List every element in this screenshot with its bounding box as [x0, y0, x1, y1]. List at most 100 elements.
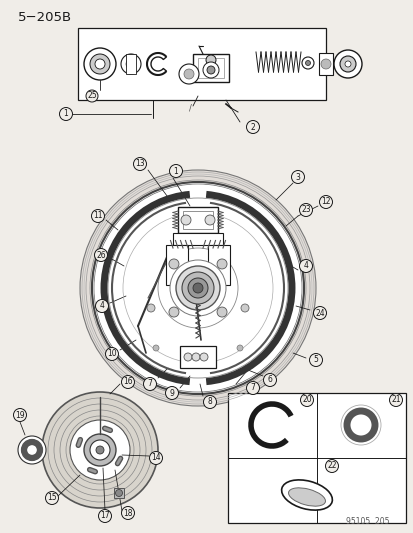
- Circle shape: [169, 165, 182, 177]
- Circle shape: [340, 405, 380, 445]
- Text: 14: 14: [151, 454, 160, 463]
- Circle shape: [180, 215, 190, 225]
- Circle shape: [183, 353, 192, 361]
- Circle shape: [94, 248, 107, 262]
- Circle shape: [301, 57, 313, 69]
- Circle shape: [18, 436, 46, 464]
- Circle shape: [84, 434, 116, 466]
- Circle shape: [178, 64, 199, 84]
- Text: 25: 25: [87, 92, 97, 101]
- Bar: [126, 54, 136, 74]
- Text: 3: 3: [295, 173, 300, 182]
- Bar: [180, 346, 216, 368]
- Circle shape: [149, 451, 162, 464]
- Circle shape: [206, 55, 216, 65]
- Circle shape: [344, 61, 350, 67]
- Circle shape: [216, 307, 226, 317]
- Circle shape: [236, 345, 242, 351]
- Circle shape: [246, 120, 259, 133]
- Circle shape: [204, 215, 214, 225]
- Bar: [183, 211, 212, 229]
- Circle shape: [183, 69, 194, 79]
- Circle shape: [309, 353, 322, 367]
- Circle shape: [133, 157, 146, 171]
- Circle shape: [121, 376, 134, 389]
- Circle shape: [319, 196, 332, 208]
- Bar: [228, 393, 405, 523]
- Text: 12: 12: [320, 198, 330, 206]
- Circle shape: [126, 59, 136, 69]
- Text: 6: 6: [267, 376, 272, 384]
- Text: 2: 2: [250, 123, 255, 132]
- Circle shape: [121, 54, 141, 74]
- Bar: [114, 488, 124, 498]
- Circle shape: [42, 392, 158, 508]
- Circle shape: [203, 395, 216, 408]
- Circle shape: [339, 56, 355, 72]
- Circle shape: [188, 278, 207, 298]
- Circle shape: [121, 506, 134, 520]
- Text: 24: 24: [314, 309, 324, 318]
- Circle shape: [91, 209, 104, 222]
- Bar: [192, 54, 228, 82]
- Circle shape: [313, 306, 326, 319]
- Circle shape: [92, 182, 303, 394]
- Circle shape: [246, 382, 259, 394]
- Text: 7: 7: [250, 384, 255, 392]
- Circle shape: [95, 59, 105, 69]
- Ellipse shape: [288, 488, 325, 506]
- Text: 16: 16: [123, 377, 133, 386]
- Text: 23: 23: [301, 206, 310, 214]
- Text: /: /: [188, 103, 191, 112]
- Circle shape: [199, 353, 207, 361]
- Circle shape: [291, 171, 304, 183]
- Circle shape: [90, 54, 110, 74]
- Circle shape: [169, 259, 178, 269]
- Circle shape: [192, 353, 199, 361]
- Circle shape: [320, 59, 330, 69]
- Text: 4: 4: [99, 302, 104, 311]
- Circle shape: [389, 393, 401, 407]
- Text: 22: 22: [326, 462, 336, 471]
- Text: 11: 11: [93, 212, 102, 221]
- Text: 7: 7: [147, 379, 152, 389]
- Circle shape: [333, 50, 361, 78]
- Circle shape: [299, 204, 312, 216]
- Bar: [207, 245, 230, 285]
- Circle shape: [300, 393, 313, 407]
- Circle shape: [176, 266, 219, 310]
- Circle shape: [143, 377, 156, 391]
- Text: 19: 19: [15, 410, 25, 419]
- Circle shape: [240, 304, 248, 312]
- Circle shape: [80, 170, 315, 406]
- Text: 21: 21: [390, 395, 400, 405]
- Circle shape: [95, 300, 108, 312]
- Bar: [178, 207, 218, 233]
- Circle shape: [325, 459, 338, 472]
- Text: 8: 8: [207, 398, 212, 407]
- Text: 10: 10: [107, 350, 116, 359]
- Text: 5−205B: 5−205B: [18, 11, 72, 24]
- Text: 1: 1: [64, 109, 68, 118]
- Circle shape: [96, 446, 104, 454]
- Circle shape: [202, 62, 218, 78]
- Text: 9: 9: [169, 389, 174, 398]
- Circle shape: [14, 408, 26, 422]
- Text: 20: 20: [301, 395, 311, 405]
- Circle shape: [192, 283, 202, 293]
- Bar: [173, 233, 223, 245]
- Text: 15: 15: [47, 494, 57, 503]
- Circle shape: [299, 260, 312, 272]
- Circle shape: [169, 307, 178, 317]
- Circle shape: [153, 345, 159, 351]
- Circle shape: [206, 66, 214, 74]
- Circle shape: [147, 304, 154, 312]
- Circle shape: [165, 386, 178, 400]
- Circle shape: [45, 491, 58, 505]
- Circle shape: [84, 48, 116, 80]
- Text: 95105  205: 95105 205: [346, 517, 389, 526]
- Circle shape: [305, 61, 310, 66]
- Circle shape: [59, 108, 72, 120]
- Circle shape: [115, 489, 122, 497]
- Circle shape: [182, 272, 214, 304]
